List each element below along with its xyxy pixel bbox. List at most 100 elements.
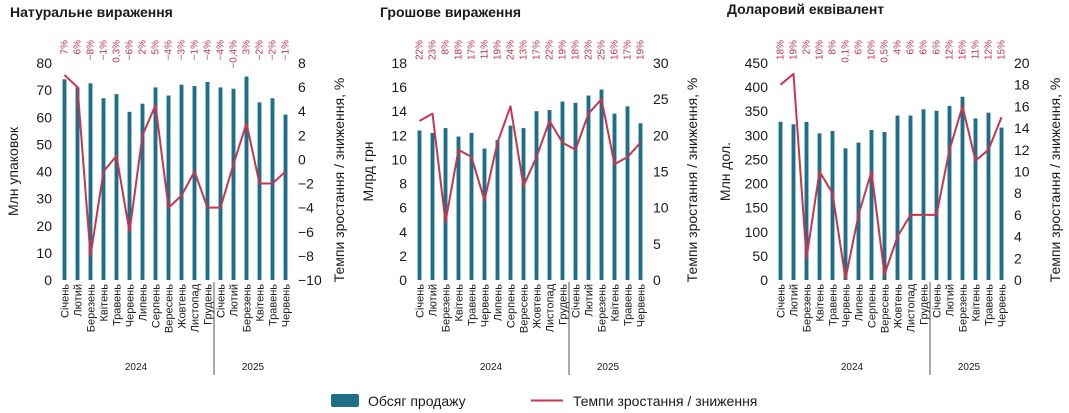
- x-tick-label: Серпень: [867, 284, 879, 328]
- y2-tick-label: −10: [298, 272, 322, 288]
- volume-bar: [586, 95, 591, 280]
- x-tick-label: Березень: [802, 284, 814, 332]
- pct-label: 7%: [60, 40, 71, 55]
- x-tick-label: Травень: [268, 284, 280, 326]
- x-tick-label: Грудень: [558, 284, 570, 325]
- volume-bar: [482, 148, 487, 280]
- y-axis-label: Млрд грн: [360, 142, 376, 202]
- x-tick-label: Січень: [60, 284, 72, 318]
- growth-line: [779, 72, 1003, 280]
- volume-bar: [882, 131, 887, 280]
- volume-bar: [456, 136, 461, 280]
- volume-bar: [986, 112, 991, 281]
- y-tick-label: 40: [36, 164, 52, 180]
- y2-tick-label: −6: [298, 224, 314, 240]
- y-tick-label: 6: [399, 200, 407, 216]
- legend-bar-label: Обсяг продажу: [368, 393, 466, 409]
- pct-label: 6%: [854, 40, 865, 55]
- pct-label: 4%: [893, 40, 904, 55]
- x-tick-label: Березень: [441, 284, 453, 332]
- growth-line: [63, 74, 287, 257]
- pct-label: 2%: [802, 40, 813, 55]
- pct-label: 6%: [73, 40, 84, 55]
- volume-bar: [612, 113, 617, 280]
- volume-bar: [270, 98, 275, 280]
- y-tick-label: 0: [760, 272, 768, 288]
- x-tick-label: Травень: [984, 284, 996, 326]
- volume-bar: [62, 79, 67, 281]
- pct-label: 10%: [867, 40, 878, 60]
- volume-bar: [140, 103, 145, 280]
- y2-tick-label: 0: [1014, 272, 1022, 288]
- volume-bar: [778, 121, 783, 280]
- pct-label: 0,3%: [112, 40, 123, 63]
- chart-title: Натуральне вираження: [10, 4, 173, 20]
- volume-bar: [999, 127, 1004, 281]
- pct-label: −1%: [281, 40, 292, 60]
- x-tick-label: Червень: [281, 284, 293, 327]
- y-tick-label: 100: [745, 224, 769, 240]
- x-tick-label: Вересень: [880, 284, 892, 333]
- x-tick-label: Січень: [415, 284, 427, 318]
- x-tick-label: Квітень: [971, 284, 983, 322]
- x-tick-label: Серпень: [506, 284, 518, 328]
- y-tick-label: 70: [36, 82, 52, 98]
- volume-bar: [560, 101, 565, 280]
- x-tick-label: Листопад: [906, 283, 918, 332]
- volume-bar: [856, 142, 861, 280]
- pct-label: 12%: [984, 40, 995, 60]
- volume-bar: [495, 140, 500, 280]
- x-tick-label: Березень: [86, 284, 98, 332]
- y2-tick-label: 12: [1014, 142, 1030, 158]
- pct-label: 10%: [815, 40, 826, 60]
- y2-tick-label: 10: [653, 200, 669, 216]
- y2-tick-label: 20: [653, 127, 669, 143]
- pct-label: 6%: [919, 40, 930, 55]
- volume-bar: [947, 105, 952, 280]
- volume-bar: [804, 121, 809, 280]
- x-tick-label: Лютий: [584, 284, 596, 317]
- x-tick-label: Березень: [958, 284, 970, 332]
- y2-tick-label: 5: [653, 236, 661, 252]
- y2-tick-label: 8: [1014, 185, 1022, 201]
- x-tick-label: Вересень: [164, 284, 176, 333]
- year-label: 2025: [597, 362, 620, 373]
- y-tick-label: 0: [44, 272, 52, 288]
- x-tick-label: Травень: [467, 284, 479, 326]
- y2-tick-label: 4: [298, 103, 306, 119]
- volume-bar: [908, 115, 913, 280]
- volume-bar: [153, 87, 158, 280]
- volume-bar: [179, 84, 184, 280]
- volume-bar: [547, 110, 552, 281]
- y-tick-label: 250: [745, 151, 769, 167]
- y-axis-label: Млн упаковок: [5, 126, 21, 216]
- pct-label: 19%: [493, 40, 504, 60]
- y-tick-label: 400: [745, 79, 769, 95]
- pct-label: −2%: [268, 40, 279, 60]
- y2-tick-label: −2: [298, 176, 314, 192]
- y-tick-label: 4: [399, 224, 407, 240]
- pct-label: 0,5%: [880, 40, 891, 63]
- pct-label: 17%: [467, 40, 478, 60]
- chart-title: Доларовий еквівалент: [727, 1, 884, 17]
- y2-tick-label: 6: [298, 79, 306, 95]
- volume-bar: [625, 106, 630, 281]
- y2-tick-label: 30: [653, 55, 669, 71]
- x-tick-label: Липень: [854, 284, 866, 322]
- volume-bar: [960, 96, 965, 280]
- year-label: 2024: [480, 362, 503, 373]
- volume-bar: [934, 110, 939, 281]
- x-tick-label: Лютий: [789, 284, 801, 317]
- x-tick-label: Квітень: [255, 284, 267, 322]
- y-tick-label: 20: [36, 218, 52, 234]
- x-tick-label: Лютий: [428, 284, 440, 317]
- y2-tick-label: 25: [653, 91, 669, 107]
- x-tick-label: Червень: [125, 284, 137, 327]
- x-tick-label: Квітень: [610, 284, 622, 322]
- pct-label: 24%: [506, 40, 517, 60]
- volume-bar: [521, 128, 526, 280]
- x-tick-label: Червень: [841, 284, 853, 327]
